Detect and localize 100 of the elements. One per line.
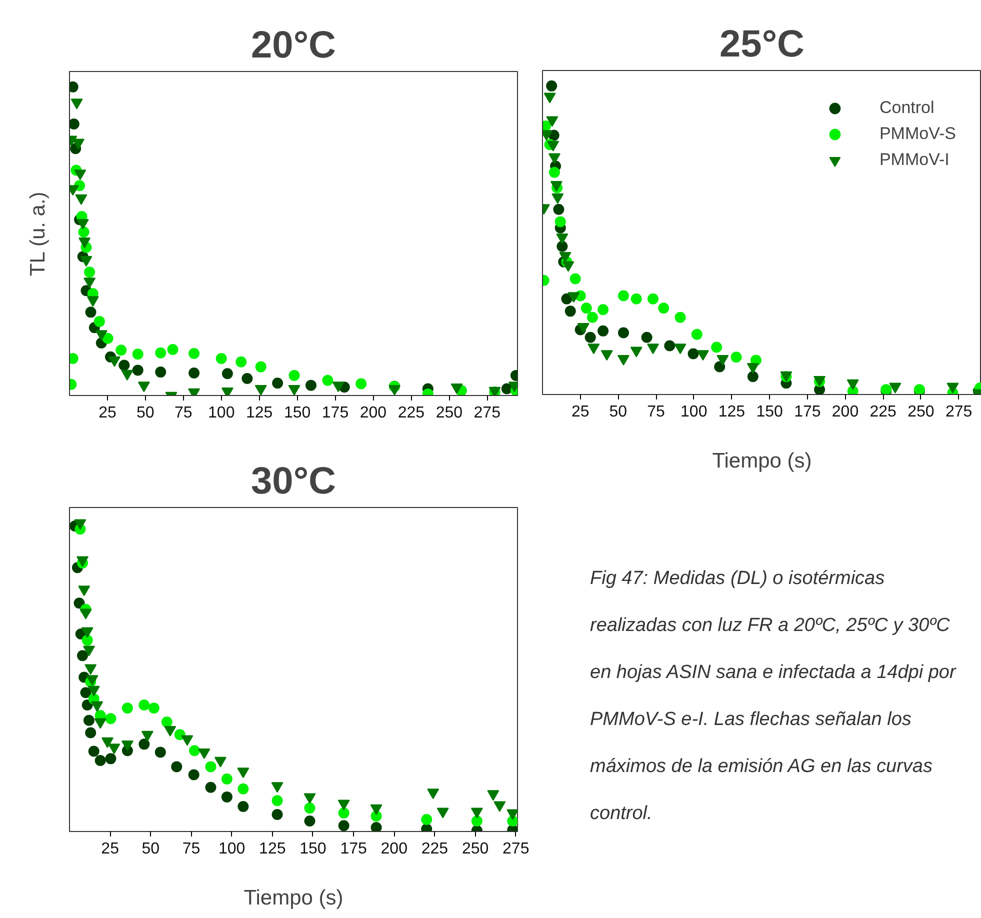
point [80,687,92,698]
point [88,686,100,696]
x-tick-label: 175 [340,840,368,858]
point [78,586,90,596]
point [586,312,598,323]
point [141,730,154,742]
point [356,378,367,390]
x-tick-label: 175 [794,404,821,420]
point [84,266,96,278]
point [338,820,350,832]
point [80,256,92,267]
point [138,699,150,710]
point [487,790,500,801]
point [216,352,227,364]
x-tick-label: 25 [571,404,590,420]
point [155,347,166,358]
point [544,92,556,104]
point [148,702,160,714]
point [95,330,108,341]
point [164,726,176,737]
point [74,170,86,180]
x-tick-label: 200 [360,404,387,422]
point [138,738,150,750]
point [121,740,134,752]
point [272,378,284,389]
x-tick-label: 275 [474,404,501,422]
point [238,801,249,812]
x-tick-label: 25 [98,404,116,422]
point [304,816,316,826]
point [427,788,440,800]
point [188,348,200,360]
point [82,646,95,656]
point [188,769,200,780]
point [304,802,316,814]
text: Fig 47: Medidas (DL) o isotérmicas realizadas con luz FR a 20ºC, 25ºC y 30ºC en hojas ASIN sana e infectada a 14dpi por PMMoV-S e-I. Las flechas señalan los máximos de la emisión AG en las curvas control. [590,568,956,824]
point [388,385,400,396]
point [546,116,558,127]
legend-label: PMMoV-S [879,124,956,144]
legend-label: Control [879,98,934,118]
point [648,293,659,304]
point [85,306,96,318]
point [272,795,283,806]
point [74,598,85,609]
point [174,729,186,740]
point [554,216,566,228]
point [688,348,699,360]
point [338,807,350,818]
x-tick-label: 50 [609,404,628,420]
point [556,233,568,244]
point [75,194,88,205]
x-tick-label: 200 [380,840,408,858]
point [322,374,334,386]
x-tick-label: 75 [174,404,192,422]
point [188,367,200,378]
point [83,714,94,726]
point [584,332,596,343]
point [570,273,581,284]
point [237,768,250,778]
point [85,727,96,738]
point [94,316,105,327]
point [94,718,106,729]
point [76,219,89,230]
point [370,822,382,832]
point [304,793,316,804]
point [171,761,182,772]
point [155,366,166,378]
point [630,293,642,304]
point [84,278,96,288]
x-tick-label: 125 [246,404,273,422]
chart-title: 20°C [251,24,336,66]
x-tick-label: 225 [870,404,897,420]
point [205,761,216,772]
point [450,383,463,394]
point [553,204,564,215]
point [205,782,216,793]
point [154,746,166,758]
point [116,344,127,356]
x-tick-label: 50 [142,840,160,858]
point [272,809,283,820]
point [501,383,512,394]
point [470,808,483,818]
point [658,302,670,314]
x-tick-label: 100 [680,404,708,420]
point [288,385,300,396]
point [889,382,902,394]
point [238,783,249,794]
x-tick-label: 200 [832,404,859,420]
point [121,370,134,380]
point [132,364,144,376]
point [254,385,267,396]
point [562,261,574,272]
x-tick-label: 275 [945,404,972,420]
x-tick-label: 150 [300,840,326,858]
point [436,808,449,818]
point [167,344,178,356]
point [236,356,247,368]
point [471,816,482,826]
point [81,627,94,638]
point [221,791,232,802]
point [730,352,742,363]
